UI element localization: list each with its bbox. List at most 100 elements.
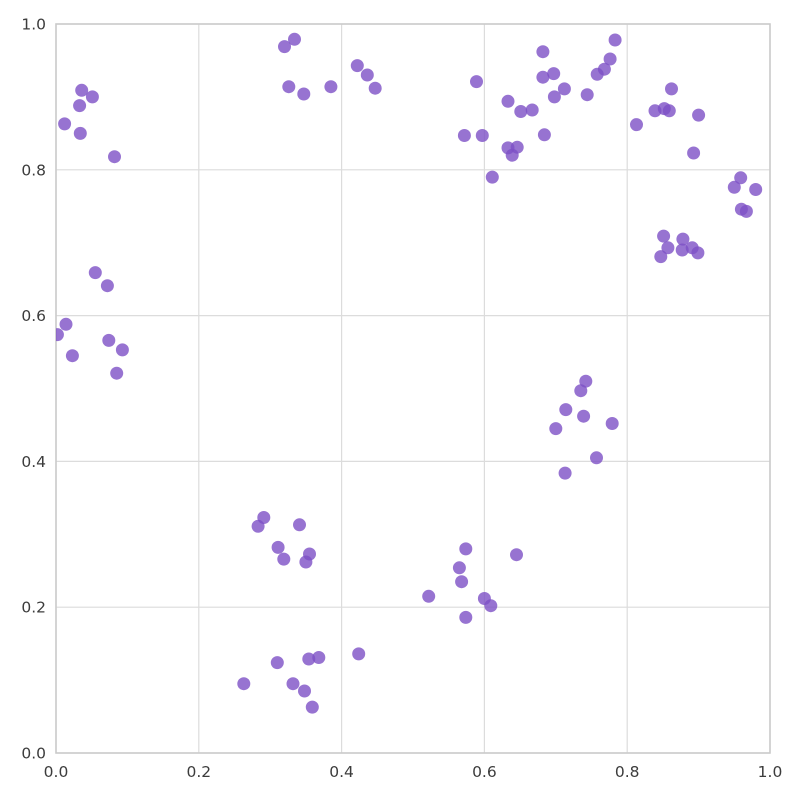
data-point: [739, 204, 753, 218]
data-point: [110, 366, 124, 380]
data-point: [282, 80, 296, 94]
y-tick-label: 0.4: [21, 453, 46, 471]
data-point: [237, 677, 251, 691]
x-tick-label: 0.0: [44, 763, 69, 781]
data-point: [475, 129, 489, 142]
data-point: [547, 90, 561, 104]
data-point: [749, 183, 763, 196]
data-point: [603, 52, 617, 66]
data-point: [727, 180, 741, 194]
data-point: [536, 70, 550, 84]
data-point: [505, 148, 519, 162]
data-point: [59, 317, 73, 331]
data-point: [574, 384, 588, 398]
data-point: [115, 343, 129, 357]
data-point: [734, 171, 748, 185]
data-point: [657, 229, 671, 243]
data-point: [510, 548, 523, 562]
data-point: [312, 651, 326, 664]
data-point: [547, 67, 561, 81]
x-tick-label: 0.6: [472, 763, 497, 781]
data-point: [58, 117, 72, 131]
x-tick-label: 1.0: [758, 763, 783, 781]
y-tick-label: 0.2: [21, 599, 46, 617]
data-point: [350, 59, 364, 73]
data-point: [665, 82, 678, 96]
data-point: [687, 146, 701, 160]
data-point: [293, 518, 306, 532]
axes-spines: [55, 23, 771, 754]
y-tick-labels: 0.0 0.2 0.4 0.6 0.8 1.0: [21, 16, 46, 763]
data-point: [286, 677, 300, 691]
data-point: [676, 232, 690, 246]
x-tick-labels: 0.0 0.2 0.4 0.6 0.8 1.0: [44, 763, 783, 781]
data-point: [536, 45, 550, 59]
data-point: [299, 555, 313, 569]
data-point: [557, 82, 571, 96]
data-point: [549, 422, 563, 436]
data-point: [302, 652, 316, 666]
data-point: [455, 575, 469, 589]
data-point: [605, 417, 619, 430]
data-point: [85, 90, 99, 104]
data-point: [662, 104, 676, 118]
data-point: [514, 105, 528, 118]
data-point: [368, 81, 382, 95]
data-point: [537, 128, 551, 142]
data-point: [271, 540, 285, 554]
data-point: [484, 599, 498, 613]
data-point: [75, 83, 89, 97]
data-point: [661, 241, 675, 255]
data-point: [525, 103, 539, 117]
data-point: [278, 40, 291, 54]
data-point: [65, 349, 79, 363]
data-point: [590, 451, 603, 465]
data-point: [100, 279, 114, 293]
y-tick-label: 0.8: [21, 161, 46, 179]
data-point: [56, 328, 64, 342]
data-point: [558, 466, 572, 480]
data-point: [324, 80, 338, 94]
data-point: [459, 610, 473, 624]
x-tick-label: 0.8: [615, 763, 640, 781]
data-point: [352, 647, 366, 661]
data-point: [590, 67, 604, 81]
data-point: [608, 33, 622, 47]
data-point: [580, 88, 594, 102]
data-point: [654, 250, 668, 264]
data-point: [288, 32, 301, 46]
data-point: [298, 684, 311, 698]
data-point: [501, 94, 515, 108]
data-point: [108, 150, 121, 164]
data-point: [305, 700, 319, 714]
data-point: [102, 333, 116, 347]
data-point: [577, 409, 591, 423]
data-point: [470, 75, 483, 89]
data-point: [452, 561, 466, 575]
data-point: [691, 246, 705, 260]
data-point: [675, 243, 689, 257]
data-point: [422, 589, 436, 603]
x-tick-label: 0.2: [186, 763, 211, 781]
data-point: [297, 87, 311, 101]
y-tick-label: 0.0: [21, 745, 46, 763]
data-point: [270, 656, 284, 670]
grid: [55, 23, 771, 754]
data-point: [692, 108, 706, 122]
data-point: [88, 266, 102, 280]
data-point: [459, 542, 473, 556]
data-point: [277, 552, 291, 566]
points-layer: [56, 32, 763, 714]
y-tick-label: 1.0: [21, 16, 46, 34]
y-tick-label: 0.6: [21, 307, 46, 325]
data-point: [630, 118, 643, 132]
data-point: [251, 519, 265, 533]
data-point: [457, 129, 471, 142]
data-point: [559, 403, 573, 417]
data-point: [360, 68, 374, 82]
data-point: [485, 170, 499, 184]
x-tick-label: 0.4: [329, 763, 354, 781]
data-point: [73, 99, 87, 113]
